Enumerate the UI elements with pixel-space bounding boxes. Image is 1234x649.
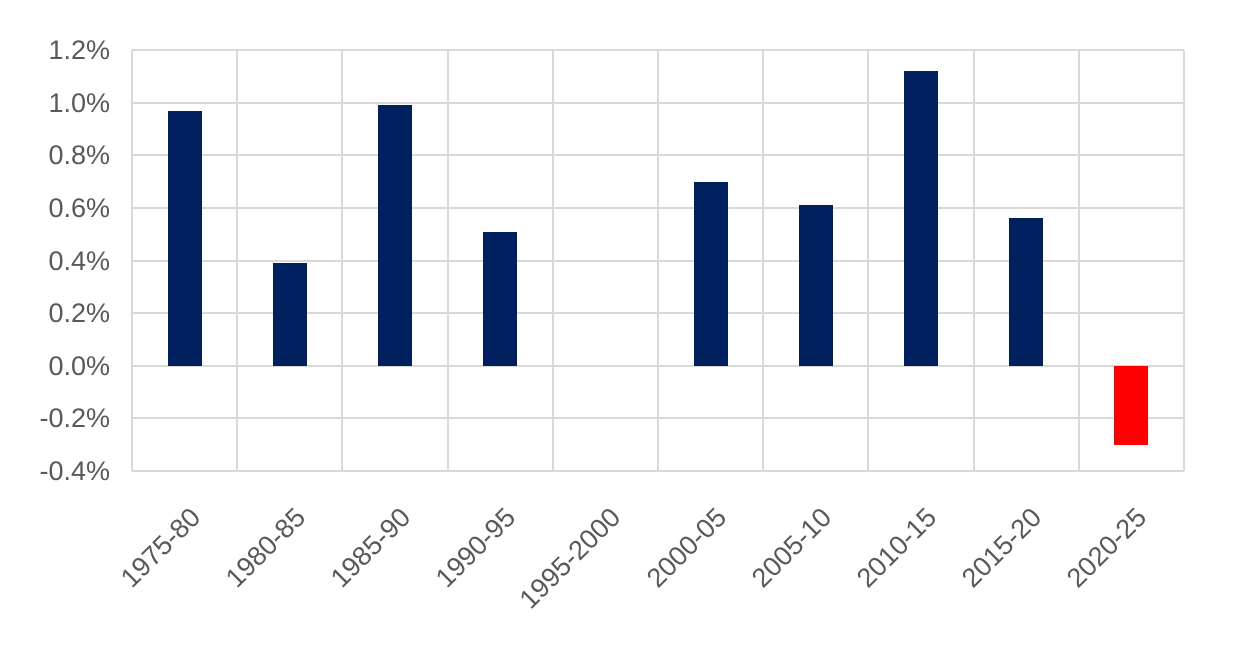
bar-2000-05	[693, 181, 728, 366]
bar-1975-80	[167, 110, 202, 366]
y-axis-tick-label: 1.0%	[48, 87, 110, 118]
bar-2010-15	[904, 71, 938, 366]
y-axis-tick-label: 0.8%	[48, 140, 110, 171]
v-gridline	[1183, 50, 1185, 471]
bar-2015-20	[1009, 218, 1044, 366]
v-gridline	[972, 50, 975, 471]
y-axis-tick-label: 0.4%	[48, 245, 110, 276]
v-gridline	[657, 50, 659, 471]
v-gridline	[341, 50, 344, 471]
v-gridline	[551, 50, 554, 471]
v-gridline	[1077, 50, 1080, 471]
bar-1985-90	[378, 105, 412, 366]
v-gridline	[236, 50, 239, 471]
bar-2020-25	[1114, 365, 1149, 445]
y-axis-tick-label: -0.2%	[39, 403, 110, 434]
v-gridline	[762, 50, 765, 471]
bar-1980-85	[272, 263, 307, 366]
bar-2005-10	[798, 205, 833, 366]
v-gridline	[867, 50, 870, 471]
bar-1990-95	[483, 231, 518, 366]
h-gridline	[132, 470, 1184, 472]
y-axis-tick-label: 1.2%	[48, 35, 110, 65]
y-axis-tick-label: 0.6%	[48, 192, 110, 223]
y-axis-tick-label: -0.4%	[39, 456, 110, 486]
y-axis-tick-label: 0.2%	[48, 298, 110, 329]
y-axis-tick-label: 0.0%	[48, 350, 110, 381]
v-gridline	[446, 50, 449, 471]
v-gridline	[131, 50, 133, 471]
